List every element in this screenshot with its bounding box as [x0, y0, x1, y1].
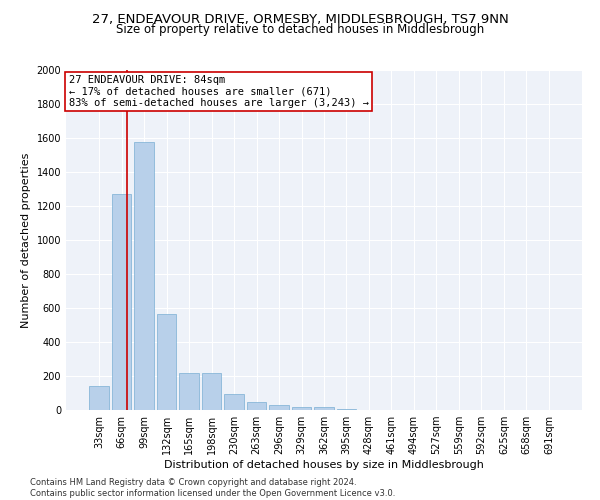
Text: Size of property relative to detached houses in Middlesbrough: Size of property relative to detached ho… — [116, 22, 484, 36]
Bar — [224, 394, 244, 410]
Text: Contains HM Land Registry data © Crown copyright and database right 2024.
Contai: Contains HM Land Registry data © Crown c… — [30, 478, 395, 498]
Bar — [269, 405, 289, 410]
Bar — [157, 314, 176, 410]
Bar — [292, 408, 311, 410]
Bar — [179, 374, 199, 410]
Bar — [134, 142, 154, 410]
X-axis label: Distribution of detached houses by size in Middlesbrough: Distribution of detached houses by size … — [164, 460, 484, 470]
Bar — [314, 408, 334, 410]
Bar — [202, 374, 221, 410]
Bar — [337, 409, 356, 410]
Bar — [247, 402, 266, 410]
Bar — [89, 386, 109, 410]
Bar — [112, 194, 131, 410]
Text: 27 ENDEAVOUR DRIVE: 84sqm
← 17% of detached houses are smaller (671)
83% of semi: 27 ENDEAVOUR DRIVE: 84sqm ← 17% of detac… — [68, 75, 368, 108]
Y-axis label: Number of detached properties: Number of detached properties — [21, 152, 31, 328]
Text: 27, ENDEAVOUR DRIVE, ORMESBY, MIDDLESBROUGH, TS7 9NN: 27, ENDEAVOUR DRIVE, ORMESBY, MIDDLESBRO… — [92, 12, 508, 26]
